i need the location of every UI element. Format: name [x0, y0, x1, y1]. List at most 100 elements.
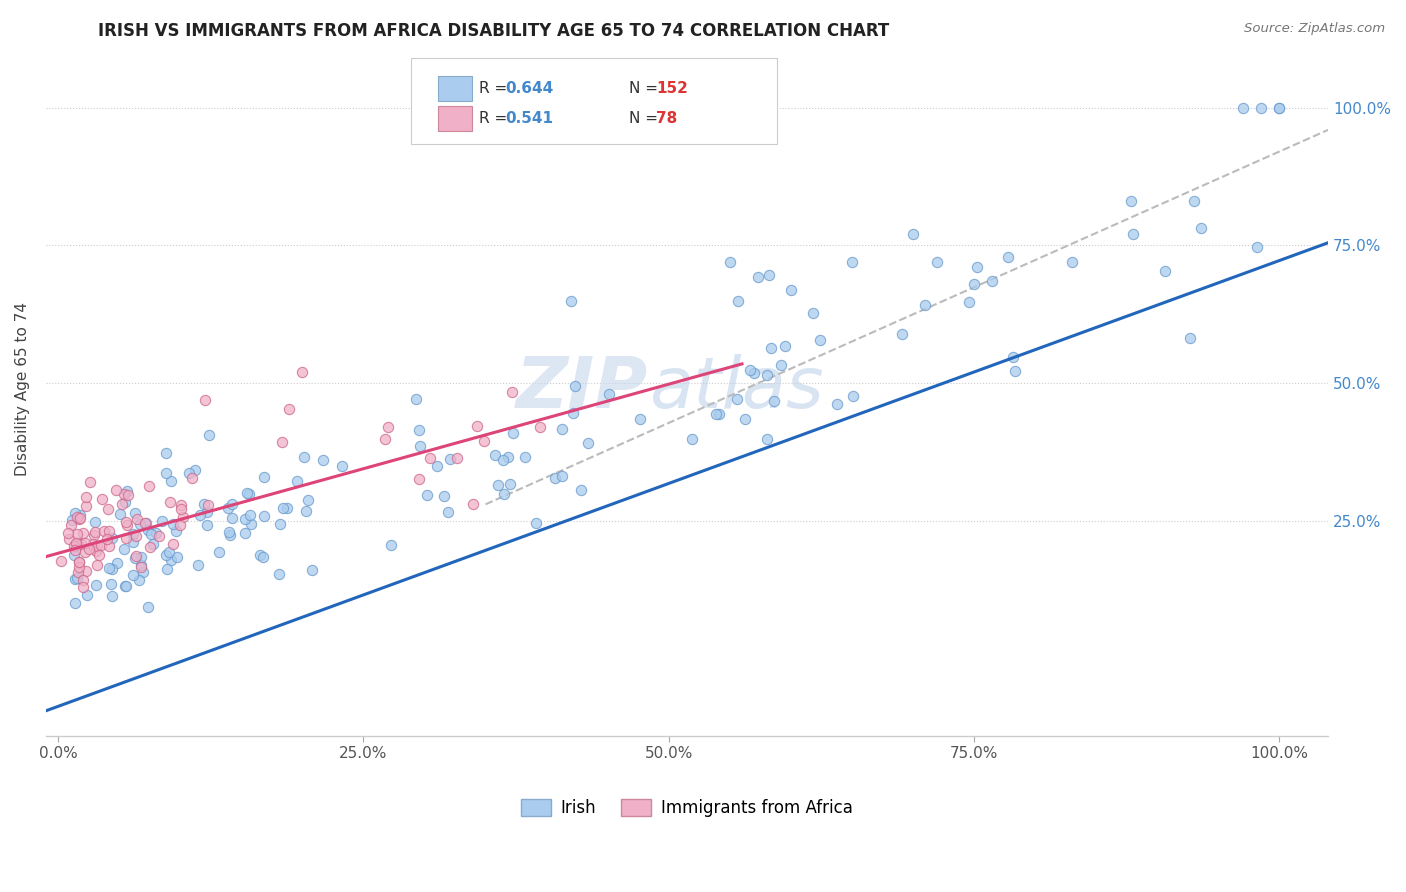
Point [1268, 101, 1291, 115]
Point [60, 514, 83, 528]
Point [170, 498, 193, 512]
Point [177, 466, 200, 480]
Point [773, 339, 796, 353]
Point [100, 577, 122, 591]
Point [494, 487, 516, 501]
Point [416, 488, 439, 502]
FancyBboxPatch shape [439, 105, 471, 130]
Point [105, 483, 128, 498]
Point [405, 392, 427, 407]
Point [195, 505, 218, 519]
Point [63, 542, 86, 557]
Point [67, 556, 90, 570]
Point [842, 389, 865, 403]
Point [433, 489, 456, 503]
Point [138, 478, 160, 492]
Point [66, 510, 89, 524]
Point [112, 487, 135, 501]
Y-axis label: Disability Age 65 to 74: Disability Age 65 to 74 [15, 301, 30, 475]
Point [966, 260, 988, 274]
Point [267, 567, 290, 582]
Point [239, 508, 262, 522]
Point [114, 495, 136, 509]
Point [65, 535, 87, 549]
Point [253, 508, 276, 523]
Point [426, 458, 449, 473]
Point [957, 295, 980, 310]
Point [277, 402, 299, 417]
Point [86, 539, 108, 553]
Point [159, 495, 181, 509]
Point [63, 572, 86, 586]
Point [235, 486, 257, 500]
Point [63, 506, 86, 520]
Point [472, 434, 495, 448]
Point [125, 549, 148, 563]
Point [195, 518, 218, 533]
Point [165, 524, 187, 538]
Point [762, 393, 785, 408]
Point [249, 548, 271, 562]
Point [761, 342, 783, 356]
Point [67, 512, 90, 526]
Point [543, 471, 565, 485]
Point [112, 542, 135, 557]
Text: ZIP: ZIP [516, 354, 648, 423]
Point [252, 549, 274, 564]
Point [98, 560, 121, 574]
Point [439, 451, 461, 466]
Point [155, 446, 177, 460]
Point [330, 458, 353, 473]
Point [155, 466, 177, 480]
Point [294, 504, 316, 518]
Point [160, 474, 183, 488]
Point [83, 528, 105, 542]
Point [136, 599, 159, 614]
Point [927, 255, 949, 269]
Point [486, 477, 509, 491]
Point [208, 544, 231, 558]
Point [1122, 227, 1144, 242]
FancyBboxPatch shape [439, 77, 471, 102]
Text: Source: ZipAtlas.com: Source: ZipAtlas.com [1244, 22, 1385, 36]
Point [160, 553, 183, 567]
Text: IRISH VS IMMIGRANTS FROM AFRICA DISABILITY AGE 65 TO 74 CORRELATION CHART: IRISH VS IMMIGRANTS FROM AFRICA DISABILI… [98, 22, 890, 40]
Point [117, 488, 139, 502]
Text: 0.644: 0.644 [505, 81, 553, 96]
Point [551, 468, 574, 483]
Point [100, 562, 122, 576]
Point [72, 525, 94, 540]
Point [1182, 194, 1205, 209]
Point [436, 505, 458, 519]
Point [734, 411, 756, 425]
Point [122, 567, 145, 582]
Point [115, 531, 138, 545]
Point [172, 510, 194, 524]
Point [727, 294, 749, 309]
Point [100, 589, 122, 603]
Point [73, 536, 96, 550]
Point [740, 363, 762, 377]
Point [841, 255, 863, 269]
Point [914, 298, 936, 312]
Point [124, 551, 146, 566]
Point [128, 573, 150, 587]
Point [704, 407, 727, 421]
Point [67, 555, 90, 569]
Point [97, 502, 120, 516]
Point [72, 573, 94, 587]
Point [170, 502, 193, 516]
Point [63, 596, 86, 610]
Point [484, 448, 506, 462]
Point [138, 523, 160, 537]
Point [803, 306, 825, 320]
Point [758, 268, 780, 283]
Point [217, 500, 239, 515]
Point [1232, 101, 1254, 115]
Point [562, 406, 585, 420]
Text: N =: N = [630, 111, 664, 126]
Point [145, 525, 167, 540]
Point [63, 548, 86, 562]
Point [560, 293, 582, 308]
Point [513, 450, 536, 464]
